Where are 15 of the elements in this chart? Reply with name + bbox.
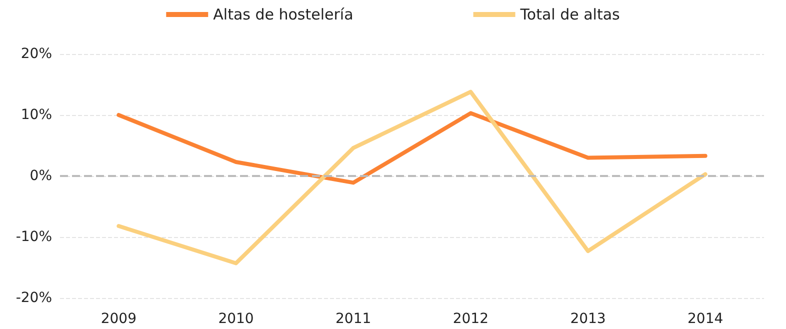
y-tick-label: 0% — [30, 168, 52, 184]
x-tick-label: 2010 — [218, 311, 254, 327]
legend-label: Altas de hostelería — [213, 6, 354, 24]
x-tick-label: 2011 — [336, 311, 372, 327]
legend-label: Total de altas — [519, 6, 620, 24]
line-series — [116, 90, 708, 266]
x-tick-label: 2014 — [688, 311, 724, 327]
y-tick-label: -20% — [16, 290, 52, 306]
x-tick-label: 2013 — [570, 311, 606, 327]
y-tick-label: -10% — [16, 229, 52, 245]
x-tick-label: 2012 — [452, 311, 488, 327]
y-tick-label: 10% — [20, 107, 52, 123]
y-tick-label: 20% — [20, 46, 52, 62]
line-series — [116, 111, 708, 185]
x-tick-label: 2009 — [100, 311, 136, 327]
